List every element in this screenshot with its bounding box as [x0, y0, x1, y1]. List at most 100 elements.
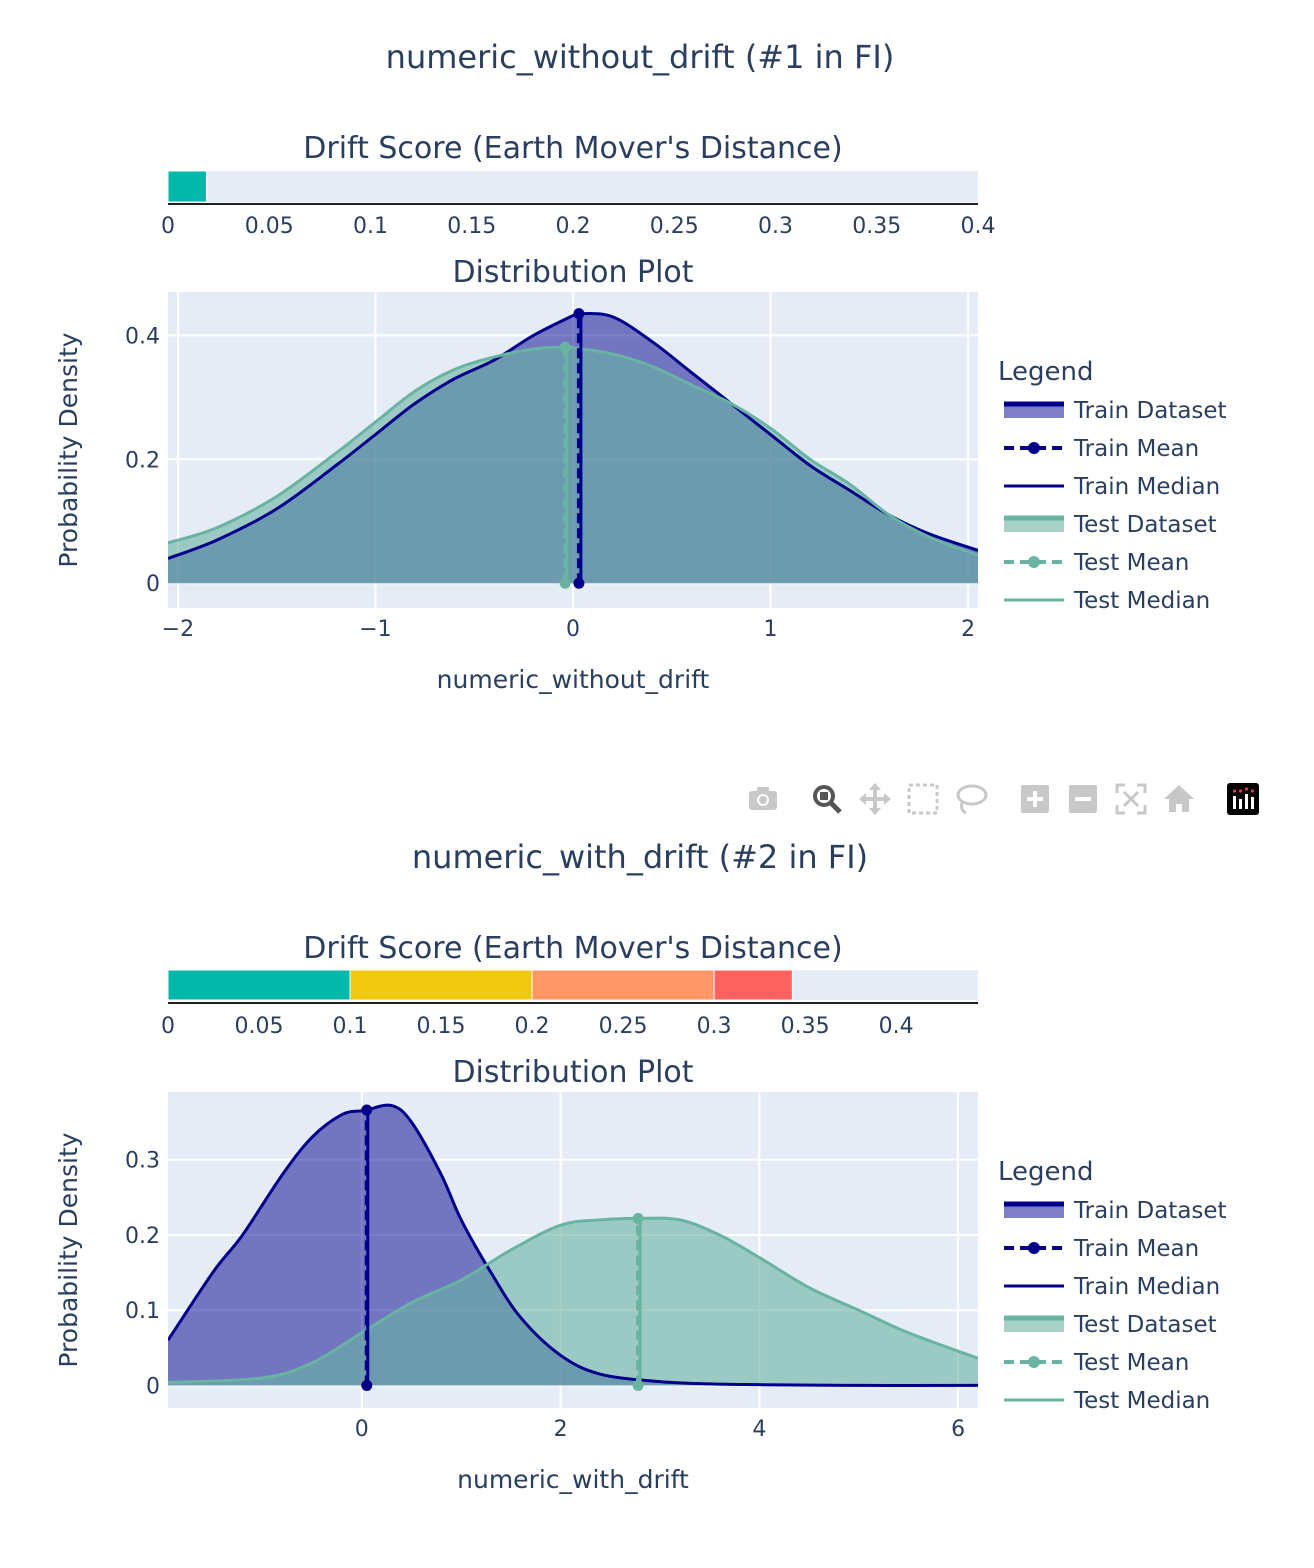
legend: Legend Train Dataset Train Mean Train Media… [998, 357, 1227, 614]
y-tick-label: 0.4 [125, 324, 160, 349]
train-dataset-area [168, 1105, 978, 1386]
chart-title: numeric_without_drift (#1 in FI) [386, 38, 895, 76]
drift-bar-segment [349, 969, 533, 1001]
legend-item: Test Mean [1004, 550, 1189, 576]
distribution-plot-title: Distribution Plot [452, 1055, 693, 1090]
legend-item: Train Mean [1004, 436, 1199, 462]
drift-bar-tick-label: 0.35 [781, 1014, 830, 1039]
drift-bar-tick-label: 0.05 [235, 1014, 284, 1039]
drift-bar-tick-label: 0.25 [650, 214, 699, 239]
x-axis-label: numeric_without_drift [437, 665, 710, 694]
legend-item-label: Train Mean [1073, 436, 1199, 462]
zoom-out-icon[interactable] [1066, 782, 1100, 816]
x-tick-label: 0 [355, 1417, 369, 1442]
drift-bar-tick-label: 0.1 [333, 1014, 368, 1039]
lasso-icon[interactable] [954, 782, 988, 816]
chart-numeric-without-drift: numeric_without_drift (#1 in FI) Drift S… [54, 38, 1227, 694]
y-tick-label: 0.3 [125, 1149, 160, 1174]
legend: Legend Train Dataset Train Mean Train Media… [998, 1157, 1227, 1414]
test-dataset-line [168, 1216, 978, 1384]
drift-score-bar: 0 0.05 0.1 0.15 0.2 0.25 0.3 0.35 0.4 [161, 170, 996, 239]
drift-score-title: Drift Score (Earth Mover's Distance) [303, 131, 842, 166]
reset-axes-icon[interactable] [1162, 782, 1196, 816]
drift-bar-tick-label: 0.05 [245, 214, 294, 239]
legend-item-label: Test Dataset [1073, 1312, 1217, 1338]
y-tick-label: 0 [146, 1374, 160, 1399]
drift-bar-tick-label: 0.4 [879, 1014, 914, 1039]
legend-item-label: Test Median [1073, 588, 1210, 614]
legend-title: Legend [998, 1157, 1094, 1187]
legend-item: Test Median [1004, 1388, 1210, 1414]
test-dataset-area [168, 346, 978, 584]
y-tick-label: 0.1 [125, 1299, 160, 1324]
drift-bar-tick-label: 0 [161, 1014, 175, 1039]
drift-bar-tick-label: 0.15 [417, 1014, 466, 1039]
legend-item-label: Train Median [1073, 474, 1220, 500]
chart-numeric-with-drift: numeric_with_drift (#2 in FI) Drift Scor… [54, 838, 1227, 1494]
test-mean-marker [632, 1379, 644, 1391]
distribution-plot: 0 2 4 6 0 0.1 0.2 0.3 [125, 1092, 978, 1442]
drift-bar-tick-label: 0.25 [599, 1014, 648, 1039]
legend-item-label: Test Median [1073, 1388, 1210, 1414]
legend-swatch-marker [1028, 1242, 1040, 1254]
drift-bar-segment [167, 170, 207, 203]
drift-score-title: Drift Score (Earth Mover's Distance) [303, 931, 842, 966]
y-axis-label: Probability Density [54, 332, 83, 567]
legend-item: Train Median [1004, 474, 1220, 500]
train-mean-marker [573, 308, 585, 320]
test-mean-marker [559, 341, 571, 353]
y-tick-label: 0.2 [125, 448, 160, 473]
drift-bar-tick-label: 0 [161, 214, 175, 239]
camera-icon[interactable] [746, 782, 780, 816]
plot-area [168, 1103, 978, 1391]
plotly-logo-icon[interactable] [1226, 782, 1260, 816]
legend-swatch-marker [1028, 442, 1040, 454]
drift-bar-tick-label: 0.15 [447, 214, 496, 239]
y-tick-label: 0.2 [125, 1224, 160, 1249]
x-tick-label: 2 [961, 617, 975, 642]
legend-item: Train Dataset [1004, 1198, 1227, 1224]
drift-bar-segment [167, 969, 351, 1001]
drift-bar-segment [713, 969, 793, 1001]
legend-item-label: Train Median [1073, 1274, 1220, 1300]
x-tick-label: 2 [554, 1417, 568, 1442]
legend-item: Train Dataset [1004, 398, 1227, 424]
legend-item-label: Train Mean [1073, 1236, 1199, 1262]
zoom-in-icon[interactable] [1018, 782, 1052, 816]
pan-icon[interactable] [858, 782, 892, 816]
train-mean-marker [361, 1104, 373, 1116]
y-tick-label: 0 [146, 572, 160, 597]
legend-item: Train Mean [1004, 1236, 1199, 1262]
drift-bar-tick-label: 0.1 [353, 214, 388, 239]
legend-item-label: Train Dataset [1073, 1198, 1227, 1224]
distribution-plot: −2 −1 0 1 2 0 0.2 0.4 [125, 292, 978, 642]
plot-area [168, 308, 978, 589]
zoom-icon[interactable] [810, 782, 844, 816]
drift-bar-tick-label: 0.3 [697, 1014, 732, 1039]
x-tick-label: 0 [566, 617, 580, 642]
train-mean-marker [361, 1379, 373, 1391]
drift-bar-tick-label: 0.2 [515, 1014, 550, 1039]
legend-item: Test Median [1004, 588, 1210, 614]
modebar [740, 782, 1270, 822]
train-dataset-line [168, 1103, 978, 1387]
x-tick-label: −1 [359, 617, 391, 642]
test-dataset-line [168, 345, 978, 557]
drift-bar-tick-label: 0.2 [556, 214, 591, 239]
autoscale-icon[interactable] [1114, 782, 1148, 816]
legend-item: Test Dataset [1004, 512, 1217, 538]
distribution-plot-title: Distribution Plot [452, 255, 693, 290]
y-axis-label: Probability Density [54, 1132, 83, 1367]
drift-bar-tick-label: 0.3 [758, 214, 793, 239]
drift-bar-background [168, 171, 978, 202]
legend-item-label: Test Dataset [1073, 512, 1217, 538]
x-axis-label: numeric_with_drift [457, 1465, 689, 1494]
legend-swatch-marker [1028, 1356, 1040, 1368]
box-select-icon[interactable] [906, 782, 940, 816]
legend-item: Test Mean [1004, 1350, 1189, 1376]
x-tick-label: 6 [951, 1417, 965, 1442]
test-mean-marker [632, 1212, 644, 1224]
legend-swatch-marker [1028, 556, 1040, 568]
test-mean-marker [559, 577, 571, 589]
